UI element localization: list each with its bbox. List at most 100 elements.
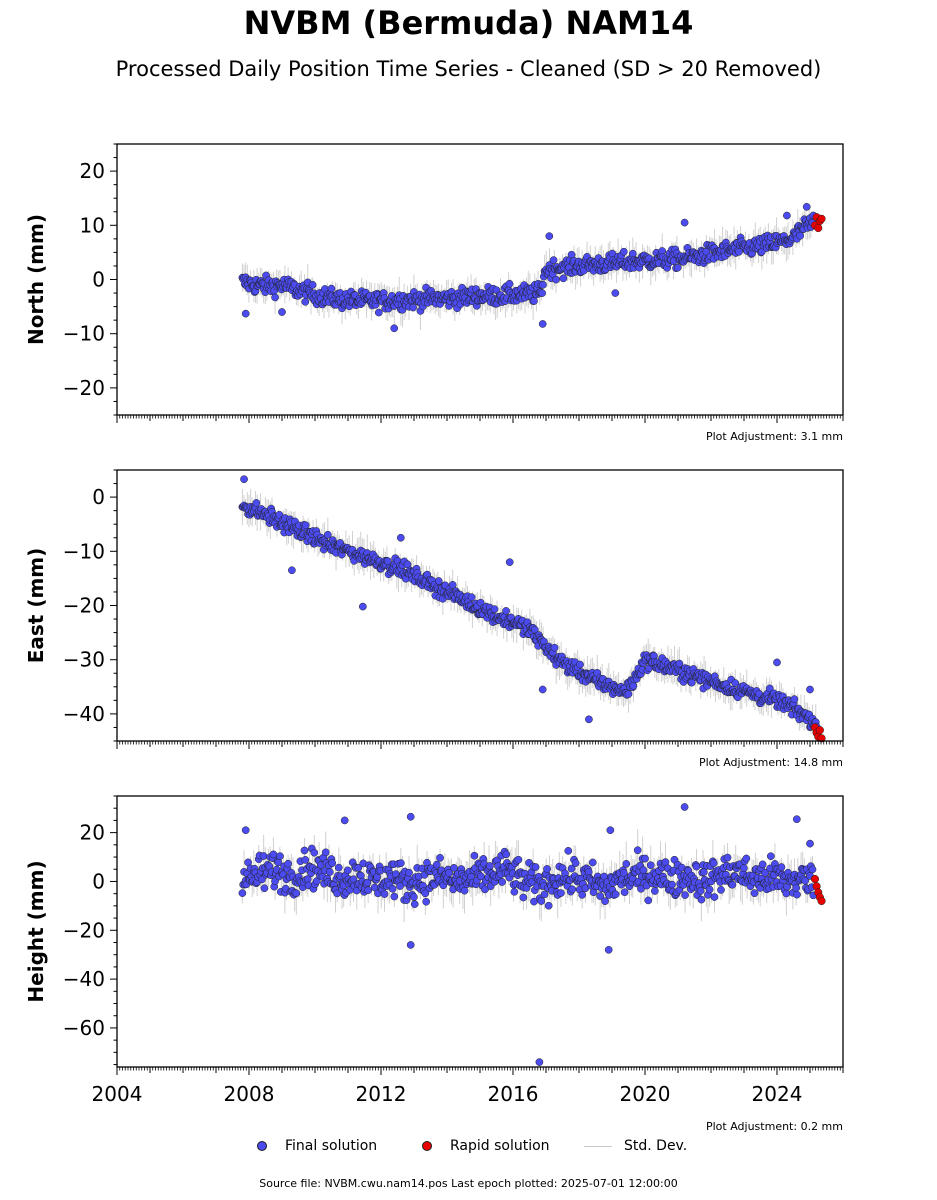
final-solution-point bbox=[675, 659, 684, 668]
final-solution-point bbox=[238, 889, 247, 897]
rapid-solution-point bbox=[817, 214, 826, 223]
final-solution-point bbox=[697, 895, 706, 904]
final-solution-point bbox=[301, 297, 310, 306]
final-solution-point bbox=[576, 660, 584, 669]
final-solution-point bbox=[470, 851, 479, 860]
final-solution-point bbox=[696, 887, 705, 895]
rapid-solution-point bbox=[817, 896, 826, 906]
final-solution-point bbox=[540, 890, 549, 899]
final-solution-point bbox=[611, 289, 620, 297]
final-solution-point bbox=[359, 602, 367, 611]
final-solution-point bbox=[806, 685, 814, 694]
rapid-solution-point bbox=[810, 874, 820, 884]
final-solution-point bbox=[271, 293, 279, 302]
y-tick-label: 10 bbox=[80, 213, 105, 237]
y-tick-label: −40 bbox=[63, 967, 105, 991]
final-solution-point bbox=[611, 890, 620, 899]
final-solution-point bbox=[252, 499, 261, 507]
final-solution-point bbox=[535, 1058, 544, 1066]
final-solution-point bbox=[502, 850, 511, 859]
final-solution-point bbox=[783, 211, 791, 220]
final-solution-point bbox=[310, 848, 319, 857]
final-solution-point bbox=[405, 868, 413, 877]
final-solution-point bbox=[537, 897, 546, 905]
north-plot-adjustment: Plot Adjustment: 3.1 mm bbox=[705, 430, 843, 443]
final-solution-point bbox=[637, 884, 645, 893]
chart-subtitle: Processed Daily Position Time Series - C… bbox=[115, 57, 822, 81]
legend: Final solution Rapid solution Std. Dev. bbox=[0, 1138, 937, 1158]
y-axis-label: North (mm) bbox=[24, 214, 48, 345]
final-solution-point bbox=[505, 558, 514, 566]
final-solution-point bbox=[550, 643, 559, 652]
final-solution-point bbox=[292, 889, 301, 898]
final-solution-point bbox=[450, 864, 458, 872]
final-solution-point bbox=[633, 846, 642, 855]
final-solution-point bbox=[409, 303, 417, 312]
final-solution-point bbox=[343, 866, 352, 875]
final-solution-point bbox=[673, 263, 682, 272]
chart-title: NVBM (Bermuda) NAM14 bbox=[243, 4, 694, 42]
final-solution-point bbox=[705, 885, 714, 894]
final-solution-point bbox=[410, 893, 418, 901]
final-solution-point bbox=[723, 853, 732, 862]
final-solution-point bbox=[538, 685, 547, 694]
final-solution-point bbox=[717, 886, 725, 894]
final-solution-point bbox=[802, 203, 811, 211]
y-axis-label: East (mm) bbox=[24, 548, 48, 664]
final-solution-point bbox=[549, 256, 558, 264]
y-tick-label: 0 bbox=[92, 485, 105, 509]
final-solution-point bbox=[793, 890, 801, 899]
final-solution-point bbox=[604, 945, 613, 954]
final-solution-point bbox=[340, 816, 349, 825]
final-solution-point bbox=[601, 897, 609, 905]
final-solution-point bbox=[374, 308, 383, 317]
final-solution-point bbox=[668, 880, 676, 889]
final-solution-point bbox=[406, 941, 415, 949]
final-solution-point bbox=[486, 862, 494, 870]
legend-sd-label: Std. Dev. bbox=[624, 1138, 688, 1154]
final-solution-point bbox=[531, 863, 540, 871]
x-tick-label: 2016 bbox=[488, 1082, 539, 1106]
final-solution-point bbox=[241, 826, 250, 835]
final-solution-point bbox=[568, 885, 577, 894]
final-solution-point bbox=[421, 889, 430, 898]
final-solution-point bbox=[510, 887, 519, 896]
final-solution-point bbox=[808, 865, 817, 874]
y-tick-label: −30 bbox=[63, 648, 105, 672]
legend-rapid-label: Rapid solution bbox=[450, 1138, 550, 1154]
final-solution-point bbox=[278, 308, 286, 316]
final-solution-point bbox=[728, 880, 737, 889]
final-solution-point bbox=[585, 715, 593, 724]
final-solution-point bbox=[396, 859, 405, 868]
final-solution-point bbox=[380, 890, 389, 898]
final-solution-point bbox=[792, 815, 801, 824]
legend-item-std-dev: Std. Dev. bbox=[584, 1138, 687, 1154]
final-solution-point bbox=[390, 892, 399, 901]
y-tick-label: −20 bbox=[63, 376, 105, 400]
y-tick-label: −10 bbox=[63, 322, 105, 346]
final-solution-point bbox=[354, 863, 363, 872]
x-tick-label: 2020 bbox=[620, 1082, 671, 1106]
y-tick-label: −10 bbox=[63, 539, 105, 563]
final-solution-point bbox=[276, 852, 284, 860]
y-tick-label: 0 bbox=[92, 869, 105, 893]
final-solution-point bbox=[567, 864, 576, 873]
final-solution-point bbox=[559, 274, 568, 283]
y-tick-label: −20 bbox=[63, 918, 105, 942]
final-solution-point bbox=[538, 320, 547, 328]
final-solution-point bbox=[467, 593, 476, 602]
final-solution-point bbox=[432, 860, 441, 869]
final-solution-point bbox=[545, 232, 554, 240]
y-tick-label: 20 bbox=[80, 821, 105, 845]
final-solution-point bbox=[740, 864, 748, 872]
final-solution-point bbox=[731, 679, 740, 687]
final-solution-point bbox=[327, 284, 336, 293]
plot-frame bbox=[116, 143, 844, 416]
x-tick-label: 2008 bbox=[224, 1082, 275, 1106]
final-solution-point bbox=[651, 887, 659, 895]
final-solution-point bbox=[790, 695, 799, 703]
final-solution-point bbox=[761, 869, 769, 877]
final-solution-point bbox=[334, 863, 343, 872]
final-solution-point bbox=[596, 892, 604, 900]
